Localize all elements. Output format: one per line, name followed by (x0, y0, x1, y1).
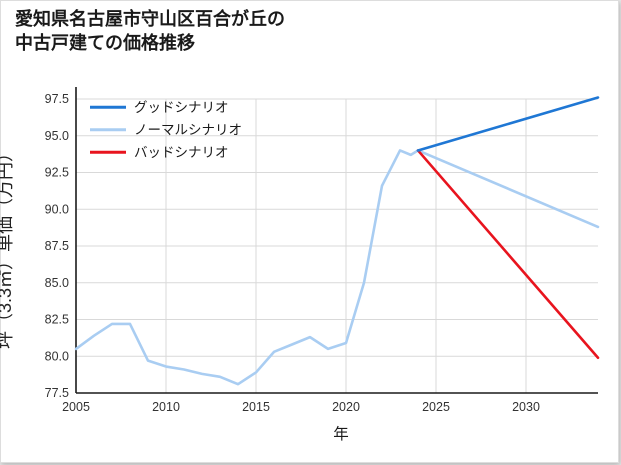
svg-text:92.5: 92.5 (45, 166, 69, 180)
svg-text:バッドシナリオ: バッドシナリオ (134, 145, 229, 160)
svg-text:年: 年 (333, 425, 349, 443)
svg-text:82.5: 82.5 (45, 313, 69, 327)
svg-text:グッドシナリオ: グッドシナリオ (134, 100, 229, 115)
svg-text:80.0: 80.0 (45, 349, 69, 363)
svg-text:85.0: 85.0 (45, 276, 69, 290)
svg-text:97.5: 97.5 (45, 92, 69, 106)
svg-text:2020: 2020 (332, 400, 360, 414)
svg-text:2030: 2030 (512, 400, 540, 414)
svg-text:2015: 2015 (242, 400, 270, 414)
svg-text:2005: 2005 (62, 400, 90, 414)
svg-text:2025: 2025 (422, 400, 450, 414)
svg-text:77.5: 77.5 (45, 386, 69, 400)
svg-text:2010: 2010 (152, 400, 180, 414)
svg-text:ノーマルシナリオ: ノーマルシナリオ (134, 123, 242, 138)
svg-text:90.0: 90.0 (45, 202, 69, 216)
svg-text:95.0: 95.0 (45, 129, 69, 143)
svg-text:87.5: 87.5 (45, 239, 69, 253)
